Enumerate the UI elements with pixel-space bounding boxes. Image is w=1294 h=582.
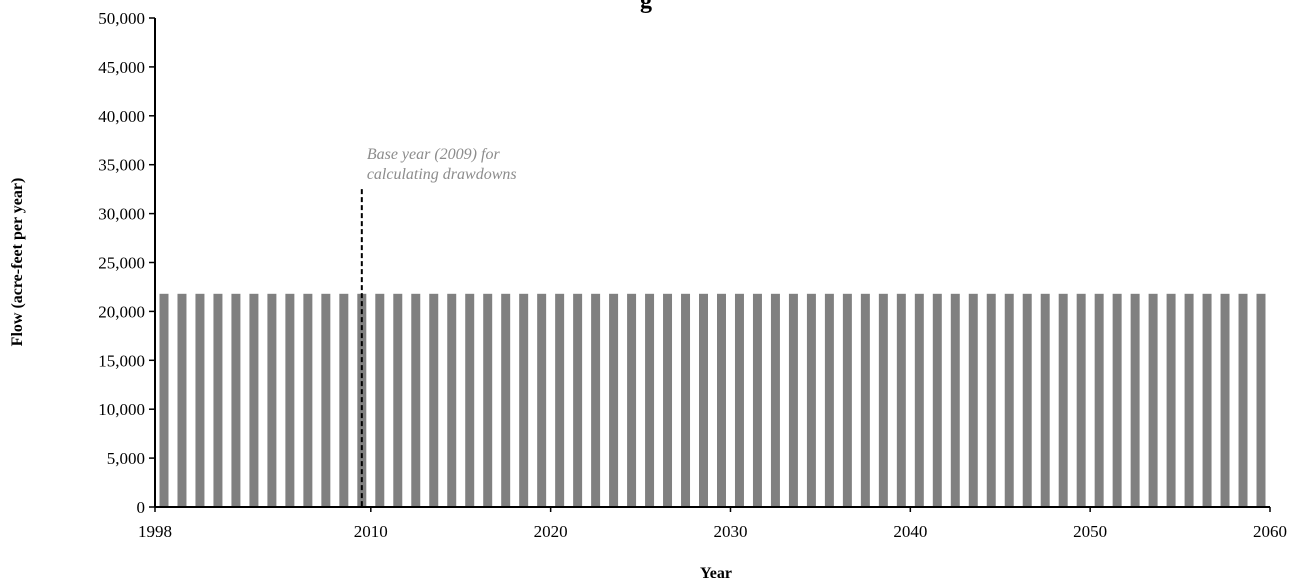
bar-2048 <box>1040 293 1050 507</box>
bar-2050 <box>1076 293 1086 507</box>
bar-2023 <box>591 293 601 507</box>
bar-2044 <box>968 293 978 507</box>
bar-2041 <box>914 293 924 507</box>
bar-2046 <box>1004 293 1014 507</box>
y-tick-label: 10,000 <box>98 400 145 419</box>
x-axis-title: Year <box>700 565 732 582</box>
bar-2032 <box>752 293 762 507</box>
x-tick-label: 2050 <box>1073 522 1107 541</box>
x-tick-label: 2030 <box>713 522 747 541</box>
bar-2007 <box>303 293 313 507</box>
y-tick-label: 0 <box>137 498 146 517</box>
x-tick-label: 2040 <box>893 522 927 541</box>
x-tick-label: 2020 <box>534 522 568 541</box>
bar-2020 <box>537 293 547 507</box>
bar-2004 <box>249 293 259 507</box>
y-tick-label: 15,000 <box>98 351 145 370</box>
y-tick-label: 20,000 <box>98 302 145 321</box>
y-axis-title: Flow (acre-feet per year) <box>9 178 26 347</box>
bar-2045 <box>986 293 996 507</box>
bar-2012 <box>393 293 403 507</box>
bar-2001 <box>195 293 205 507</box>
bar-2034 <box>788 293 798 507</box>
bar-2047 <box>1022 293 1032 507</box>
bar-2037 <box>842 293 852 507</box>
bar-2036 <box>824 293 834 507</box>
bar-2011 <box>375 293 385 507</box>
bar-2002 <box>213 293 223 507</box>
bar-2054 <box>1148 293 1158 507</box>
bar-1999 <box>159 293 169 507</box>
bar-2026 <box>645 293 655 507</box>
x-axis-ticks: 1998 2010 2020 2030 2040 2050 2060 <box>138 507 1287 541</box>
bar-2005 <box>267 293 277 507</box>
bar-2019 <box>519 293 529 507</box>
bar-2013 <box>411 293 421 507</box>
bar-2018 <box>501 293 511 507</box>
bar-2021 <box>555 293 565 507</box>
bar-2060 <box>1256 293 1266 507</box>
bar-2056 <box>1184 293 1194 507</box>
bar-2038 <box>860 293 870 507</box>
bar-2003 <box>231 293 241 507</box>
bar-2039 <box>878 293 888 507</box>
y-tick-label: 30,000 <box>98 205 145 224</box>
bar-2059 <box>1238 293 1248 507</box>
bar-2030 <box>717 293 726 507</box>
bars-group <box>159 293 1266 507</box>
bar-2040 <box>896 293 906 507</box>
bar-2008 <box>321 293 331 507</box>
bar-2016 <box>465 293 475 507</box>
bar-2015 <box>447 293 457 507</box>
bar-2033 <box>770 293 780 507</box>
y-tick-label: 5,000 <box>107 449 145 468</box>
base-year-annotation-line2: calculating drawdowns <box>367 166 517 183</box>
y-axis-ticks: 0 5,000 10,000 15,000 20,000 25,000 30,000 35,0… <box>98 9 155 517</box>
bar-2014 <box>429 293 439 507</box>
bar-2009 <box>339 293 349 507</box>
y-tick-label: 35,000 <box>98 156 145 175</box>
x-tick-label: 2010 <box>354 522 388 541</box>
bar-2031 <box>734 293 744 507</box>
bar-2043 <box>950 293 960 507</box>
bar-2052 <box>1112 293 1122 507</box>
bar-2028 <box>681 293 691 507</box>
y-tick-label: 40,000 <box>98 107 145 126</box>
base-year-annotation-line1: Base year (2009) for <box>367 146 501 163</box>
x-tick-label: 2060 <box>1253 522 1287 541</box>
bar-2057 <box>1202 293 1212 507</box>
bar-2053 <box>1130 293 1140 507</box>
bar-2024 <box>609 293 619 507</box>
chart-title: g <box>640 0 652 14</box>
bar-2029 <box>699 293 708 507</box>
y-tick-label: 45,000 <box>98 58 145 77</box>
bar-2022 <box>573 293 583 507</box>
y-tick-label: 50,000 <box>98 9 145 28</box>
bar-2049 <box>1058 293 1068 507</box>
bar-2027 <box>663 293 673 507</box>
y-tick-label: 25,000 <box>98 254 145 273</box>
bar-2035 <box>806 293 816 507</box>
bar-2006 <box>285 293 295 507</box>
bar-2051 <box>1094 293 1104 507</box>
bar-2000 <box>177 293 187 507</box>
bar-2025 <box>627 293 637 507</box>
x-tick-label: 1998 <box>138 522 172 541</box>
bar-2055 <box>1166 293 1176 507</box>
bar-2017 <box>483 293 493 507</box>
bar-2042 <box>932 293 942 507</box>
bar-2058 <box>1220 293 1230 507</box>
